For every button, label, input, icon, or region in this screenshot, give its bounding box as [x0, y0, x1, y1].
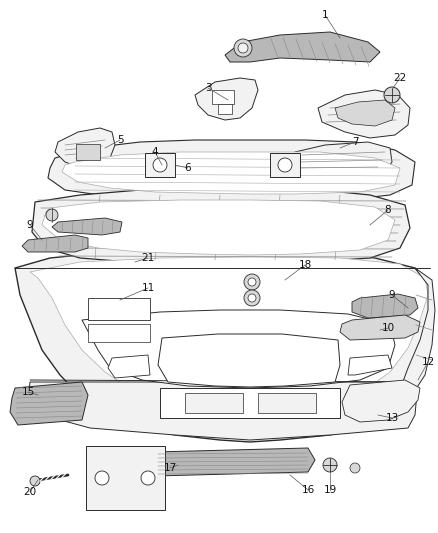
Polygon shape: [148, 448, 315, 476]
Polygon shape: [15, 250, 432, 442]
Polygon shape: [290, 142, 392, 178]
Circle shape: [248, 278, 256, 286]
Circle shape: [323, 458, 337, 472]
Polygon shape: [28, 382, 418, 440]
Text: 8: 8: [385, 205, 391, 215]
Circle shape: [244, 290, 260, 306]
Polygon shape: [82, 310, 395, 388]
Text: 13: 13: [385, 413, 399, 423]
Text: 4: 4: [152, 147, 158, 157]
Text: 21: 21: [141, 253, 155, 263]
Polygon shape: [335, 100, 395, 126]
Bar: [258, 393, 316, 413]
Polygon shape: [225, 32, 380, 62]
Text: 15: 15: [21, 387, 35, 397]
Polygon shape: [52, 218, 122, 235]
Circle shape: [141, 471, 155, 485]
Polygon shape: [352, 294, 418, 318]
Bar: [185, 393, 243, 413]
Polygon shape: [388, 268, 435, 418]
Polygon shape: [48, 140, 415, 202]
FancyBboxPatch shape: [145, 153, 175, 177]
Circle shape: [46, 209, 58, 221]
Circle shape: [244, 274, 260, 290]
Text: 7: 7: [352, 137, 358, 147]
Polygon shape: [32, 188, 410, 264]
Polygon shape: [340, 315, 420, 340]
Polygon shape: [10, 382, 88, 425]
FancyBboxPatch shape: [86, 446, 165, 510]
Polygon shape: [342, 380, 420, 422]
Polygon shape: [318, 90, 410, 138]
Circle shape: [278, 158, 292, 172]
Polygon shape: [55, 128, 115, 168]
Bar: [88, 324, 150, 342]
Bar: [212, 90, 234, 104]
Circle shape: [95, 471, 109, 485]
Text: 6: 6: [185, 163, 191, 173]
Text: 12: 12: [421, 357, 434, 367]
Polygon shape: [158, 334, 340, 387]
Text: 18: 18: [298, 260, 311, 270]
Circle shape: [238, 43, 248, 53]
Circle shape: [350, 463, 360, 473]
Circle shape: [153, 158, 167, 172]
Polygon shape: [22, 235, 88, 252]
Bar: [76, 144, 100, 160]
Text: 5: 5: [117, 135, 124, 145]
Text: 10: 10: [381, 323, 395, 333]
Circle shape: [30, 476, 40, 486]
Polygon shape: [62, 152, 400, 194]
Text: 3: 3: [205, 83, 211, 93]
FancyBboxPatch shape: [270, 153, 300, 177]
Text: 11: 11: [141, 283, 155, 293]
Polygon shape: [160, 388, 340, 418]
Circle shape: [384, 87, 400, 103]
Text: 1: 1: [321, 10, 328, 20]
Polygon shape: [42, 200, 395, 255]
Polygon shape: [195, 78, 258, 120]
Polygon shape: [108, 355, 150, 378]
Text: 9: 9: [27, 220, 33, 230]
Bar: [88, 298, 150, 320]
Circle shape: [234, 39, 252, 57]
Polygon shape: [30, 257, 428, 410]
Text: 17: 17: [163, 463, 177, 473]
Text: 22: 22: [393, 73, 406, 83]
Circle shape: [248, 294, 256, 302]
Text: 19: 19: [323, 485, 337, 495]
Text: 9: 9: [389, 290, 396, 300]
Bar: [218, 104, 232, 114]
Text: 16: 16: [301, 485, 314, 495]
Text: 20: 20: [24, 487, 36, 497]
Polygon shape: [348, 355, 392, 375]
